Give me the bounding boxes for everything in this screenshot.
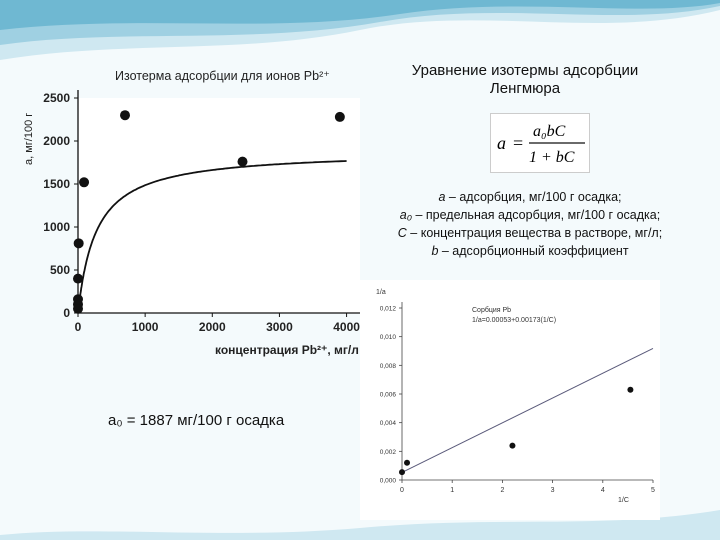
fit-line [401,347,654,473]
linear-axes: 0 1 2 3 4 5 0,000 0,002 0,004 0,006 0,008 0,010 0,01… [380,302,655,494]
x-tick-label: 0 [75,320,82,334]
x-tick-label: 2 [500,487,504,494]
data-point [399,469,405,476]
langmuir-curve [77,160,347,314]
linear-fit-line [401,347,654,473]
x-tick-label: 3000 [266,320,293,334]
data-point [73,238,84,249]
y-tick-label: 500 [50,263,70,277]
x-tick-label: 0 [400,487,404,494]
y-tick-label: 0,012 [380,306,397,313]
y-tick-label: 1500 [43,177,70,191]
y-tick-label: 1000 [43,220,70,234]
x-tick-label: 4000 [333,320,360,334]
isotherm-title: Изотерма адсорбции для ионов Pb²⁺ [115,69,330,83]
x-tick-label: 1000 [132,320,159,334]
legend-line-a: a – адсорбция, мг/100 г осадка; [438,190,622,204]
data-point [334,111,345,122]
legend-line-c: C – концентрация вещества в растворе, мг… [397,226,663,240]
a0-result: a₀ = 1887 мг/100 г осадка [108,412,285,429]
linear-xlabel: 1/C [618,497,629,504]
data-point [73,273,83,284]
equation-lhs: a [497,133,506,153]
x-tick-label: 1 [450,487,454,494]
equation-title-line1: Уравнение изотермы адсорбции [411,62,639,79]
isotherm-fit-curve [77,160,347,314]
equation-eq: = [513,133,523,153]
data-point [509,442,516,449]
legend-line-b: b – адсорбционный коэффициент [431,244,629,258]
linear-ylabel: 1/a [376,289,386,296]
y-tick-label: 2000 [43,134,70,148]
symbol-legend: a – адсорбция, мг/100 г осадка; a₀ – пре… [345,188,715,260]
langmuir-equation: a = a₀bC 1 + bC [490,113,590,173]
isotherm-points [73,110,345,314]
isotherm-ylabel: а, мг/100 г [23,113,35,165]
y-tick-label: 0,000 [380,478,397,485]
equation-denominator: 1 + bC [529,149,575,166]
linear-chart: 0 1 2 3 4 5 0,000 0,002 0,004 0,006 0,008 0,010 0,01… [360,280,660,520]
y-tick-label: 2500 [43,91,70,105]
x-tick-label: 5 [651,487,655,494]
equation-title: Уравнение изотермы адсорбции Ленгмюра [365,62,685,98]
equation-title-line2: Ленгмюра [489,80,561,97]
data-point [120,110,130,121]
y-tick-label: 0,008 [380,363,397,370]
data-point [237,156,248,167]
y-tick-label: 0,010 [380,334,397,341]
data-point [627,386,634,393]
legend-line-a0: a₀ – предельная адсорбция, мг/100 г осад… [399,208,661,222]
y-tick-label: 0,006 [380,392,397,399]
y-tick-label: 0,004 [380,420,397,427]
linear-points [399,386,634,476]
y-tick-label: 0 [63,306,70,320]
x-tick-label: 4 [601,487,605,494]
isotherm-xlabel: концентрация Pb²⁺, мг/л [215,343,359,357]
x-tick-label: 2000 [199,320,226,334]
isotherm-axes: 0 1000 2000 3000 4000 0 500 1000 1500 2000 2500 [43,90,360,334]
data-point [73,294,83,305]
linear-annotation: 1/a=0.00053+0.00173(1/C) [472,317,556,324]
x-tick-label: 3 [551,487,555,494]
data-point [404,459,411,466]
isotherm-chart: Изотерма адсорбции для ионов Pb²⁺ 0 1000 2… [23,69,360,357]
y-tick-label: 0,002 [380,449,397,456]
equation-numerator: a₀bC [533,123,566,140]
data-point [79,177,90,188]
linear-title: Сорбция Pb [472,306,511,314]
